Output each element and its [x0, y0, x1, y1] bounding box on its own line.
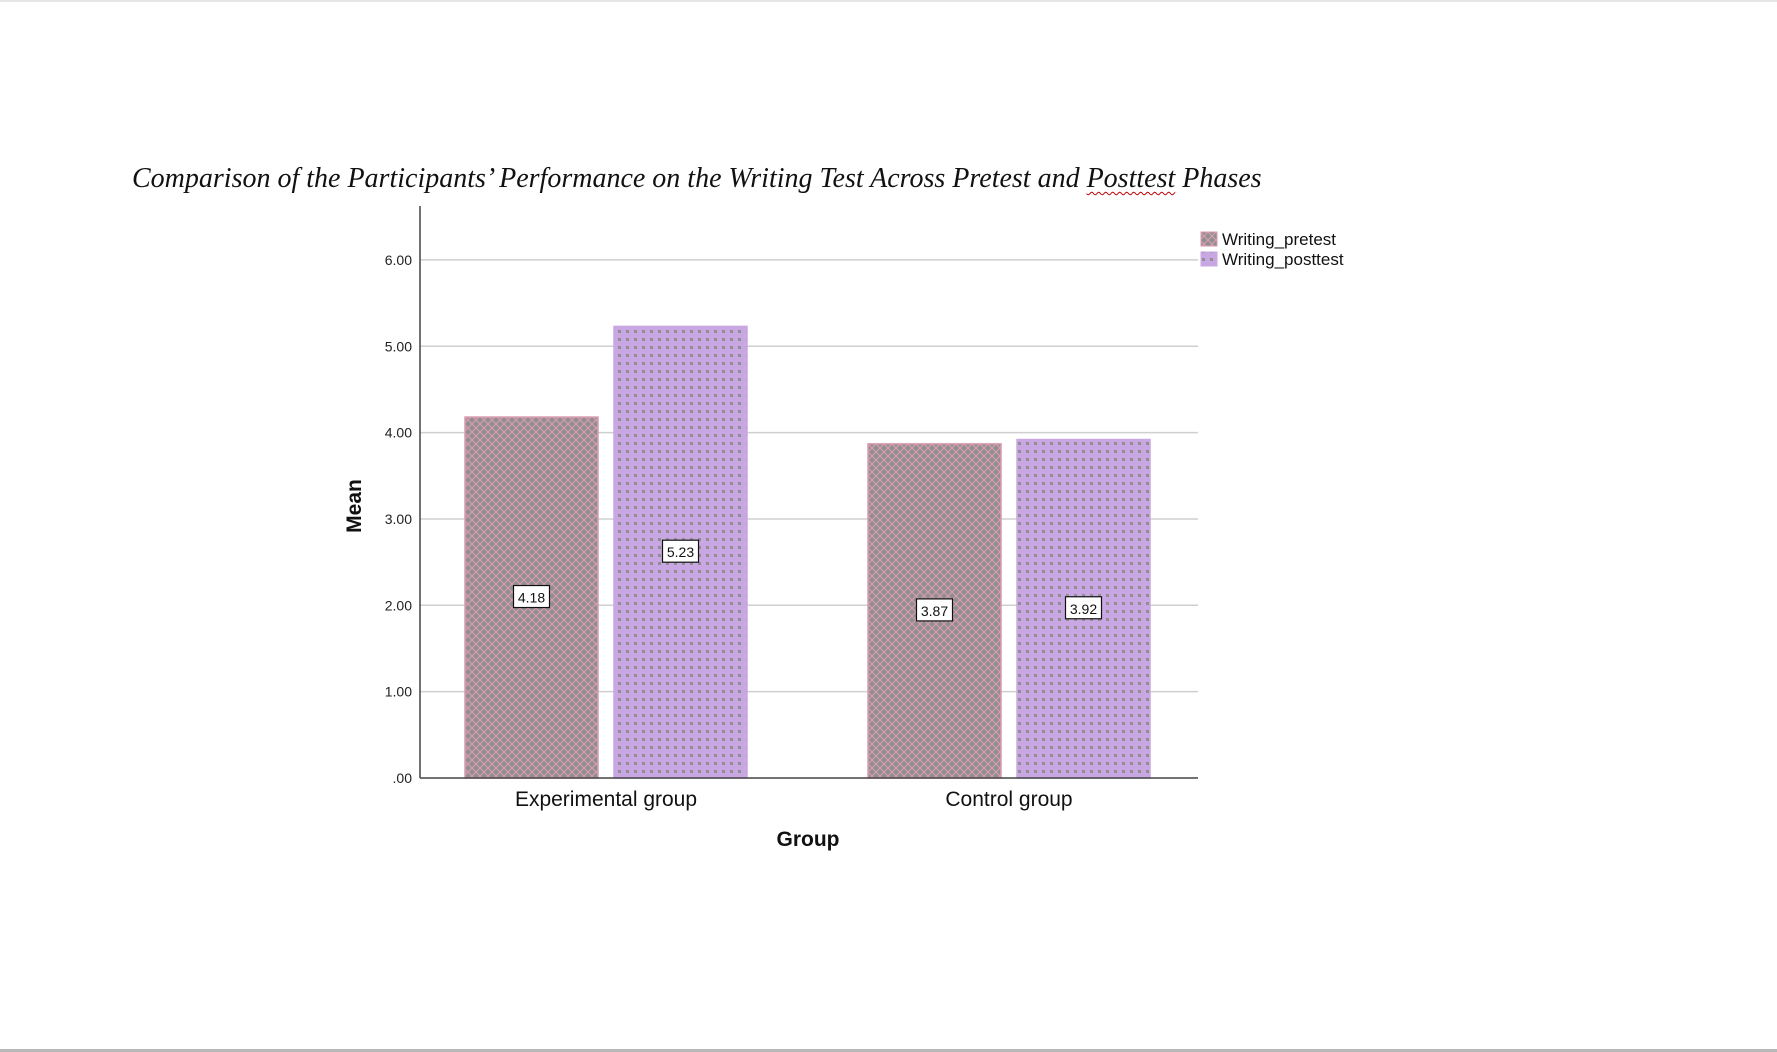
caption-text: Comparison of the Participants’ Performa…	[132, 163, 1087, 194]
data-label-box	[1064, 596, 1103, 620]
x-category-label: Control group	[945, 788, 1072, 811]
y-tick-label: 6.00	[385, 252, 412, 268]
data-label: 3.87	[921, 603, 948, 619]
top-page-edge	[0, 0, 1777, 2]
y-tick-label: 2.00	[385, 597, 412, 613]
bottom-page-edge	[0, 1049, 1777, 1052]
y-tick-label: 4.00	[385, 425, 412, 441]
bars	[464, 325, 1151, 779]
legend-label: Writing_pretest	[1222, 230, 1336, 249]
data-label: 4.18	[518, 590, 545, 606]
y-tick-label: .00	[393, 770, 413, 786]
y-axis-title: Mean	[343, 479, 366, 533]
labels: .00 1.00 2.00 3.00 4.00 5.00 6.00 4.18 5.23 Exper…	[343, 252, 1103, 851]
caption-flagged-word: Posttest	[1086, 163, 1176, 194]
legend-swatch	[1200, 251, 1218, 267]
y-tick-label: 5.00	[385, 338, 412, 354]
y-tick-label: 3.00	[385, 511, 412, 527]
data-label-box	[512, 584, 551, 609]
x-category-label: Experimental group	[515, 788, 697, 811]
data-label-box	[661, 539, 700, 563]
legend-label: Writing_posttest	[1222, 250, 1344, 269]
data-label: 5.23	[667, 544, 694, 560]
figure-caption: Comparison of the Participants’ Performa…	[132, 163, 1262, 195]
caption-text-end: Phases	[1175, 163, 1262, 194]
y-tick-label: 1.00	[385, 684, 412, 700]
x-axis-title: Group	[777, 828, 840, 851]
data-label-box	[915, 598, 954, 622]
legend-swatch	[1200, 231, 1218, 247]
axes	[419, 206, 1198, 779]
data-label: 3.92	[1070, 601, 1097, 617]
